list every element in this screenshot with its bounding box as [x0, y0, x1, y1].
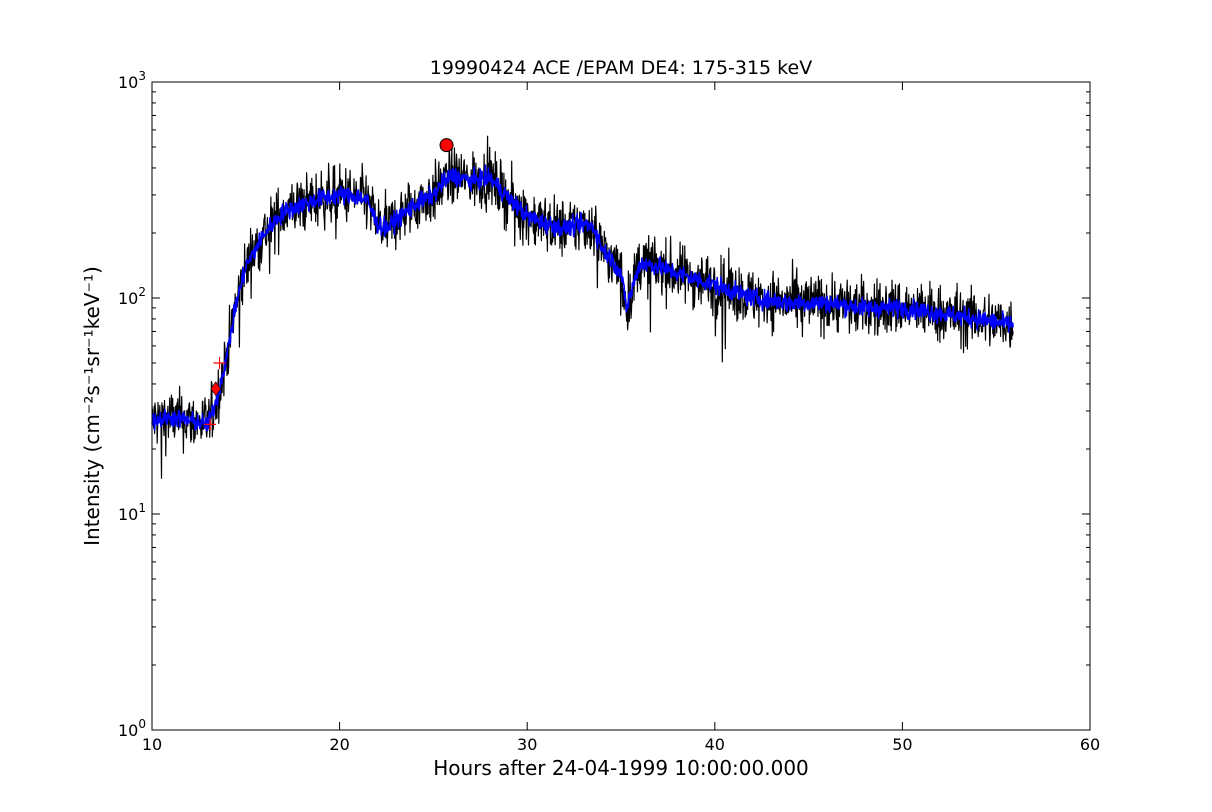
x-tick-label: 50 [892, 735, 912, 754]
x-axis-label: Hours after 24-04-1999 10:00:00.000 [433, 756, 809, 780]
y-tick-label: 103 [118, 69, 146, 92]
plus-marker [204, 418, 217, 431]
y-axis: 100 101 102 103 [118, 69, 1090, 740]
plot-frame [151, 81, 1091, 731]
x-tick-label: 30 [517, 735, 537, 754]
y-axis-label: Intensity (cm⁻²s⁻¹sr⁻¹keV⁻¹) [80, 266, 104, 546]
y-tick-label: 100 [118, 717, 146, 740]
onset-marker [210, 381, 222, 397]
peak-marker [439, 138, 454, 153]
series-line-smoothed [151, 164, 1014, 432]
y-tick-label: 102 [118, 285, 146, 308]
data-layer [151, 135, 1014, 479]
x-tick-label: 20 [329, 735, 349, 754]
x-axis: 10 20 30 40 50 60 [142, 82, 1100, 754]
series-line-raw [151, 135, 1014, 479]
chart-title: 19990424 ACE /EPAM DE4: 175-315 keV [430, 57, 812, 79]
x-tick-label: 10 [142, 735, 162, 754]
x-tick-label: 40 [705, 735, 725, 754]
y-tick-label: 101 [118, 501, 146, 524]
x-tick-label: 60 [1080, 735, 1100, 754]
plus-marker [213, 357, 226, 370]
